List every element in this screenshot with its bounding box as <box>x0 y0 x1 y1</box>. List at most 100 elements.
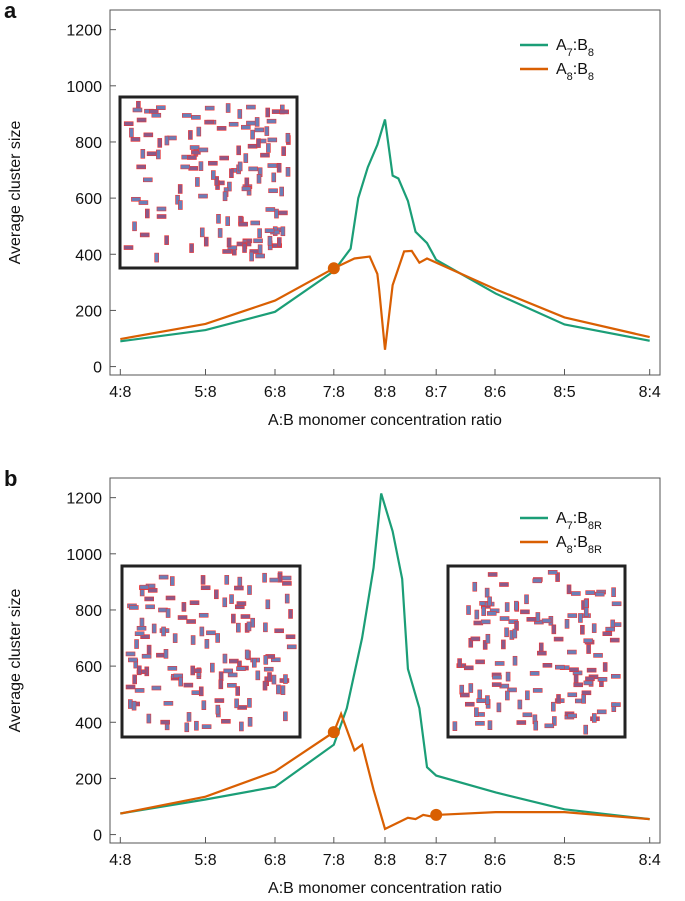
x-tick-label: 6:8 <box>264 384 286 401</box>
inset-tile <box>237 705 247 710</box>
inset-tile <box>134 688 145 693</box>
inset-tile <box>585 590 595 595</box>
inset-tile <box>250 129 255 140</box>
inset-tile <box>235 686 240 696</box>
inset-tile <box>244 649 250 660</box>
inset-tile <box>211 170 216 180</box>
inset-tile <box>265 107 271 118</box>
inset-tile <box>226 237 232 248</box>
inset-tile <box>285 634 296 640</box>
inset-tile <box>283 674 288 684</box>
inset-tile <box>501 639 506 650</box>
inset-tile <box>132 674 137 685</box>
y-tick-label: 400 <box>75 247 102 264</box>
y-tick-label: 1200 <box>66 491 102 508</box>
legend-label: A7:B8 <box>556 37 594 59</box>
inset-tile <box>480 619 491 625</box>
inset-tile <box>255 253 265 259</box>
inset-tile <box>247 698 252 708</box>
inset-tile <box>475 659 485 665</box>
inset-tile <box>242 243 247 253</box>
inset-tile <box>154 252 159 263</box>
inset-tile <box>286 644 297 650</box>
inset-tile <box>542 663 553 668</box>
x-tick-label: 4:8 <box>109 384 131 401</box>
inset-tile <box>281 575 292 581</box>
x-tick-label: 8:8 <box>374 852 396 869</box>
inset-tile <box>177 184 183 194</box>
y-tick-label: 0 <box>93 828 102 845</box>
inset-tile <box>591 713 597 723</box>
inset-tile <box>237 576 243 587</box>
inset-tile <box>468 683 474 693</box>
inset-tile <box>201 724 212 729</box>
inset-tile <box>131 700 137 711</box>
inset-tile <box>198 161 204 171</box>
x-tick-label: 8:7 <box>425 852 447 869</box>
inset-tile <box>270 657 281 663</box>
inset-tile <box>491 682 502 687</box>
inset-tile <box>484 587 490 598</box>
inset-tile <box>505 690 510 701</box>
inset-tile <box>181 602 187 612</box>
inset-tile <box>164 135 170 146</box>
inset-tile <box>470 636 481 642</box>
series-line <box>120 249 650 350</box>
inset-tile <box>146 151 157 157</box>
inset-tile <box>492 674 502 680</box>
inset-tile <box>227 683 237 688</box>
x-tick-label: 8:7 <box>425 384 447 401</box>
inset-tile <box>285 167 291 177</box>
y-tick-label: 400 <box>75 715 102 732</box>
inset-tile <box>556 694 561 704</box>
inset-tile <box>474 609 480 620</box>
inset-tile <box>263 666 274 672</box>
inset-tile <box>217 228 223 238</box>
inset-tile <box>143 132 154 138</box>
inset-tile <box>266 143 271 153</box>
y-tick-label: 1000 <box>66 79 102 96</box>
inset-tile <box>156 214 167 219</box>
inset-tile <box>460 692 470 698</box>
inset-tile <box>477 689 483 700</box>
inset-tile <box>482 640 488 650</box>
inset-tile <box>227 181 232 192</box>
inset-tile <box>136 117 147 123</box>
inset-tile <box>597 677 608 682</box>
inset-tile <box>487 572 498 577</box>
inset-tile <box>145 604 155 610</box>
inset-tile <box>276 684 281 695</box>
inset-tile <box>496 702 502 713</box>
inset-tile <box>189 145 200 150</box>
inset-tile <box>583 680 594 686</box>
inset-tile <box>198 147 209 153</box>
inset-tile <box>236 666 246 671</box>
inset-tile <box>578 613 583 623</box>
inset-tile <box>586 667 597 673</box>
inset-tile <box>517 699 523 710</box>
inset-tile <box>129 127 134 138</box>
inset-tile <box>156 206 167 212</box>
inset-tile <box>128 657 138 663</box>
inset-tile <box>573 674 579 684</box>
y-tick-label: 1000 <box>66 547 102 564</box>
inset-tile <box>129 605 139 610</box>
inset-tile <box>189 243 194 253</box>
inset-tile <box>485 695 490 705</box>
legend-label: A8:B8R <box>556 534 602 556</box>
inset-tile <box>172 633 178 643</box>
inset-tile <box>234 585 244 591</box>
inset-tile <box>586 644 591 654</box>
inset-tile <box>485 633 491 644</box>
inset-tile <box>144 596 154 602</box>
inset-tile <box>553 636 564 642</box>
inset-tile <box>198 612 209 618</box>
inset-tile <box>132 107 143 113</box>
inset-tile <box>605 626 615 632</box>
inset-tile <box>547 570 558 575</box>
inset-tile <box>228 121 239 127</box>
inset-tile <box>269 577 280 583</box>
inset-tile <box>278 210 288 216</box>
inset-tile <box>131 196 141 202</box>
inset-tile <box>214 176 219 186</box>
